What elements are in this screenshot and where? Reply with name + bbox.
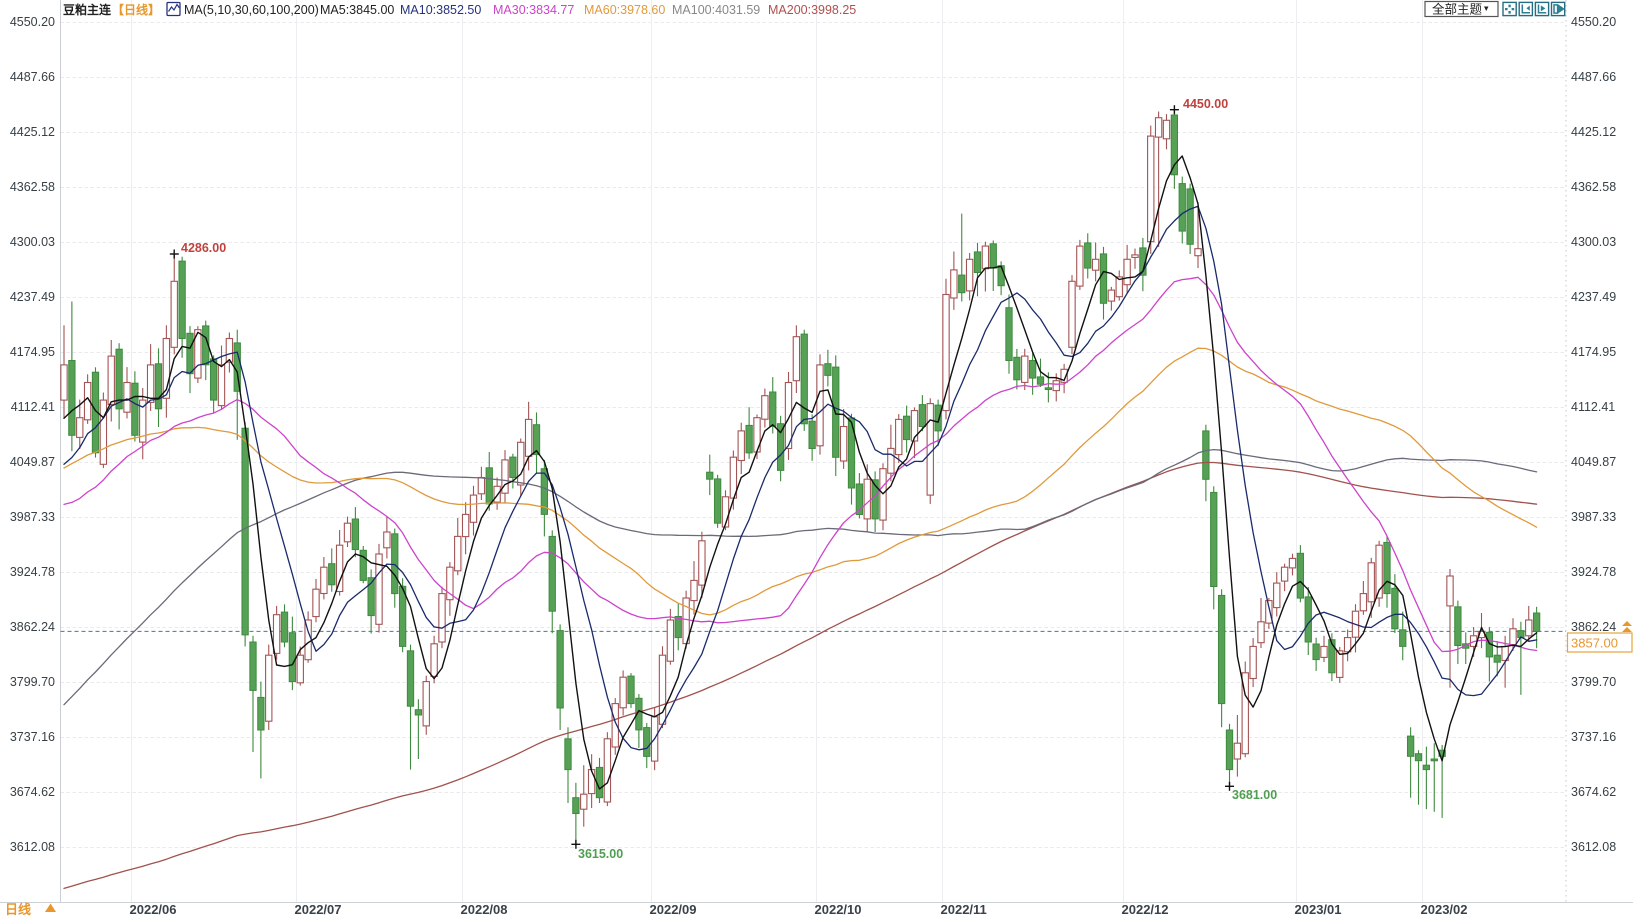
svg-text:4487.66: 4487.66	[10, 70, 55, 84]
svg-text:MA100:4031.59: MA100:4031.59	[672, 3, 760, 17]
svg-text:MA60:3978.60: MA60:3978.60	[584, 3, 665, 17]
svg-text:3924.78: 3924.78	[10, 565, 55, 579]
svg-text:4362.58: 4362.58	[1571, 180, 1616, 194]
svg-text:3612.08: 3612.08	[1571, 840, 1616, 854]
svg-text:MA200:3998.25: MA200:3998.25	[768, 3, 856, 17]
svg-text:MA(5,10,30,60,100,200): MA(5,10,30,60,100,200)	[184, 3, 319, 17]
svg-text:2022/07: 2022/07	[295, 902, 342, 917]
svg-text:4237.49: 4237.49	[10, 290, 55, 304]
svg-text:3862.24: 3862.24	[10, 620, 55, 634]
svg-text:3737.16: 3737.16	[10, 730, 55, 744]
svg-text:4174.95: 4174.95	[10, 345, 55, 359]
svg-text:3674.62: 3674.62	[1571, 785, 1616, 799]
svg-text:3674.62: 3674.62	[10, 785, 55, 799]
svg-text:4112.41: 4112.41	[1571, 400, 1615, 414]
svg-text:3862.24: 3862.24	[1571, 620, 1616, 634]
svg-text:2023/01: 2023/01	[1295, 902, 1342, 917]
svg-text:MA5:3845.00: MA5:3845.00	[320, 3, 394, 17]
svg-text:4450.00: 4450.00	[1183, 97, 1228, 111]
svg-text:3987.33: 3987.33	[10, 510, 55, 524]
svg-text:MA10:3852.50: MA10:3852.50	[400, 3, 481, 17]
svg-text:2022/06: 2022/06	[130, 902, 177, 917]
svg-text:4112.41: 4112.41	[11, 400, 55, 414]
svg-text:4049.87: 4049.87	[1571, 455, 1616, 469]
svg-text:4049.87: 4049.87	[10, 455, 55, 469]
svg-text:全部主题: 全部主题	[1432, 2, 1483, 17]
svg-text:4487.66: 4487.66	[1571, 70, 1616, 84]
svg-text:3924.78: 3924.78	[1571, 565, 1616, 579]
svg-text:3615.00: 3615.00	[578, 847, 623, 861]
svg-text:4550.20: 4550.20	[1571, 15, 1616, 29]
svg-text:4237.49: 4237.49	[1571, 290, 1616, 304]
svg-text:日线: 日线	[5, 902, 31, 917]
svg-text:4425.12: 4425.12	[1571, 125, 1616, 139]
svg-text:2022/11: 2022/11	[941, 902, 987, 917]
svg-text:2023/02: 2023/02	[1421, 902, 1468, 917]
svg-text:4286.00: 4286.00	[181, 241, 226, 255]
svg-text:4174.95: 4174.95	[1571, 345, 1616, 359]
svg-text:2022/12: 2022/12	[1122, 902, 1169, 917]
svg-text:2022/09: 2022/09	[650, 902, 697, 917]
svg-text:3612.08: 3612.08	[10, 840, 55, 854]
svg-text:3799.70: 3799.70	[10, 675, 55, 689]
svg-text:MA30:3834.77: MA30:3834.77	[493, 3, 574, 17]
svg-text:4362.58: 4362.58	[10, 180, 55, 194]
svg-text:4300.03: 4300.03	[10, 235, 55, 249]
svg-text:4425.12: 4425.12	[10, 125, 55, 139]
svg-text:3737.16: 3737.16	[1571, 730, 1616, 744]
svg-text:2022/08: 2022/08	[461, 902, 508, 917]
svg-text:【日线】: 【日线】	[112, 2, 160, 17]
svg-text:3857.00: 3857.00	[1571, 636, 1618, 651]
svg-text:3987.33: 3987.33	[1571, 510, 1616, 524]
svg-text:4550.20: 4550.20	[10, 15, 55, 29]
svg-text:3799.70: 3799.70	[1571, 675, 1616, 689]
svg-text:4300.03: 4300.03	[1571, 235, 1616, 249]
svg-text:2022/10: 2022/10	[815, 902, 862, 917]
svg-text:3681.00: 3681.00	[1232, 788, 1277, 802]
svg-text:豆粕主连: 豆粕主连	[63, 2, 112, 17]
